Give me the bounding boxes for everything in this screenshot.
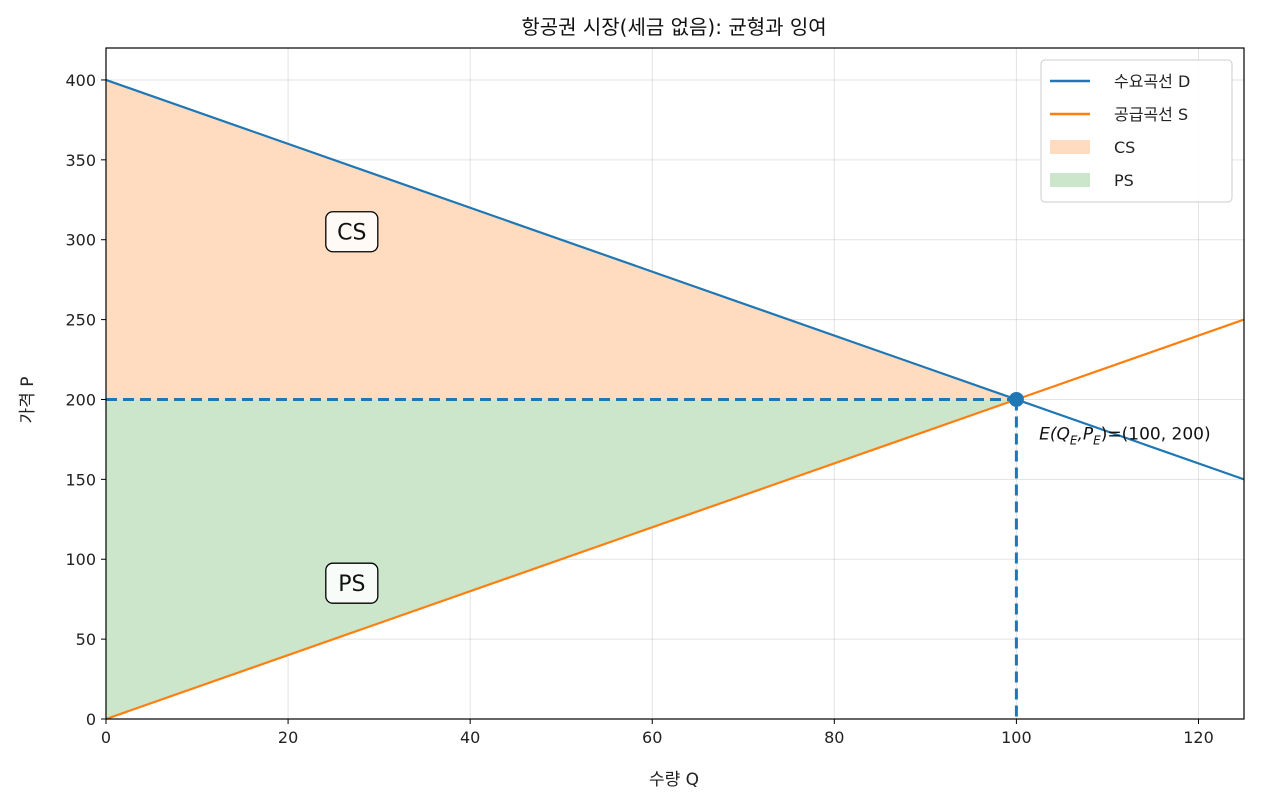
region-label-ps: PS (338, 572, 365, 597)
annot-sub-p: E (1093, 433, 1101, 447)
legend-box (1040, 59, 1233, 203)
equilibrium-guides (106, 397, 1018, 719)
supply-line (105, 318, 1245, 721)
region-label-box (325, 562, 379, 604)
equilibrium-point (1008, 391, 1024, 407)
x-tick-label: 0 (101, 728, 111, 747)
y-tick-label: 250 (65, 311, 96, 330)
legend-swatch-patch (1050, 140, 1090, 154)
legend-label: CS (1114, 138, 1135, 157)
region-label-box (325, 211, 379, 253)
y-tick-label: 400 (65, 71, 96, 90)
x-tick-label: 60 (642, 728, 662, 747)
x-tick-label: 20 (278, 728, 298, 747)
annot-value: )=(100, 200) (1101, 424, 1211, 444)
y-tick-label: 200 (65, 390, 96, 409)
x-tick-label: 100 (1001, 728, 1032, 747)
region-label-cs: CS (337, 221, 366, 246)
y-axis-label: 가격 P (18, 377, 38, 424)
demand-line (105, 78, 1245, 481)
legend-label: 수요곡선 D (1114, 72, 1190, 91)
chart-title: 항공권 시장(세금 없음): 균형과 잉여 (521, 15, 826, 39)
annot-e-q: E(Q (1039, 424, 1070, 444)
y-tick-label: 350 (65, 151, 96, 170)
equilibrium-points (1008, 391, 1024, 407)
legend-label: PS (1114, 171, 1134, 190)
legend-label: 공급곡선 S (1114, 105, 1188, 124)
axes (105, 47, 1245, 720)
y-tick-label: 50 (76, 630, 96, 649)
plot-frame (105, 47, 1245, 720)
x-tick-label: 120 (1183, 728, 1214, 747)
annot-p: ,P (1078, 424, 1094, 444)
series-lines (105, 78, 1245, 721)
y-tick-label: 0 (86, 710, 96, 729)
legend-swatch-patch (1050, 173, 1090, 187)
annot-sub-q: E (1070, 433, 1078, 447)
y-tick-label: 150 (65, 470, 96, 489)
y-tick-label: 300 (65, 231, 96, 250)
x-tick-label: 40 (460, 728, 480, 747)
region-labels: CS PS (325, 211, 379, 604)
equilibrium-annotation: E(QE,PE)=(100, 200) (1039, 424, 1210, 447)
x-axis-label: 수량 Q (649, 770, 699, 790)
ticks: 0 20 40 60 80 100 120 0 50 100 150 200 250 300 350 400 (65, 71, 1213, 747)
x-tick-label: 80 (824, 728, 844, 747)
legend: 수요곡선 D 공급곡선 S CS PS (1040, 59, 1233, 203)
y-tick-label: 100 (65, 550, 96, 569)
